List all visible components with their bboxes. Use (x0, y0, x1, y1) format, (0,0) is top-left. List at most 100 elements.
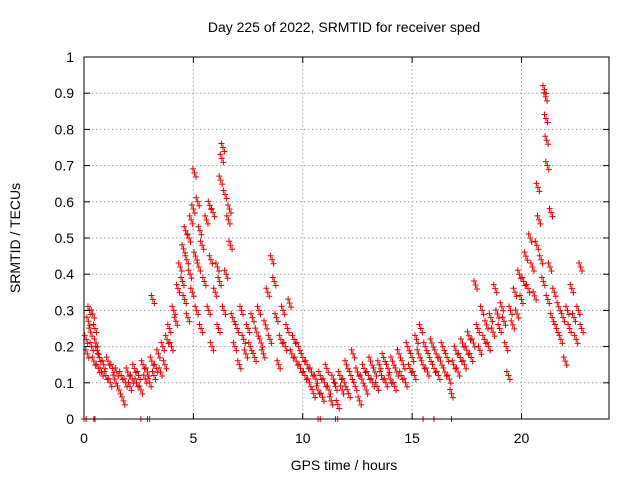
data-point (468, 354, 475, 361)
data-point (124, 368, 131, 375)
data-point (293, 339, 300, 346)
data-point (157, 368, 164, 375)
data-point (192, 173, 199, 180)
data-point (213, 293, 220, 300)
data-point (108, 383, 115, 390)
data-point (185, 267, 192, 274)
data-point (389, 358, 396, 365)
y-tick-label: 0 (66, 411, 74, 427)
data-point (298, 350, 305, 357)
data-point (87, 339, 94, 346)
data-point (339, 375, 346, 382)
data-point (341, 379, 348, 386)
data-point (326, 387, 332, 394)
data-point (310, 372, 316, 379)
data-point (192, 253, 199, 260)
data-point (496, 325, 503, 332)
data-point (453, 364, 460, 371)
data-point (536, 216, 542, 223)
data-point (103, 354, 110, 361)
data-point (328, 397, 335, 404)
data-point (204, 303, 211, 310)
data-point (236, 361, 243, 368)
data-point (320, 375, 327, 382)
data-point (549, 285, 556, 292)
data-point (250, 318, 257, 325)
data-point (537, 220, 544, 227)
data-point (511, 325, 518, 332)
data-point (522, 253, 529, 260)
data-point (188, 275, 195, 282)
data-point (93, 329, 100, 336)
data-point (151, 300, 158, 307)
data-point (467, 336, 474, 343)
data-point (133, 379, 140, 386)
data-point (481, 336, 488, 343)
data-point (418, 357, 425, 364)
data-point (189, 165, 196, 172)
data-point (139, 391, 146, 398)
data-point (92, 343, 99, 350)
data-point (503, 368, 510, 375)
data-point (243, 321, 250, 328)
data-point (521, 249, 528, 256)
data-point (216, 278, 223, 285)
data-point (90, 358, 97, 365)
data-point (344, 386, 351, 393)
data-point (205, 220, 211, 227)
data-point (101, 368, 108, 375)
data-point (353, 387, 360, 394)
data-point (380, 376, 386, 383)
data-point (558, 310, 565, 317)
data-point (247, 310, 254, 317)
data-point (192, 303, 199, 310)
data-point (95, 351, 102, 358)
data-point (414, 346, 421, 353)
data-point (276, 332, 283, 339)
data-point (215, 267, 222, 274)
data-point (218, 155, 225, 162)
data-point (171, 314, 178, 321)
data-point (186, 318, 193, 325)
x-axis-label: GPS time / hours (291, 457, 398, 473)
data-point (284, 325, 291, 332)
data-point (578, 325, 585, 332)
data-point (290, 354, 297, 361)
data-point (486, 310, 493, 317)
data-point (445, 358, 452, 365)
data-point (304, 375, 311, 382)
data-point (498, 329, 505, 336)
data-point (438, 339, 445, 346)
data-point (132, 375, 138, 382)
data-point (342, 383, 349, 390)
data-point (336, 372, 343, 379)
data-point (489, 318, 496, 325)
data-point (306, 379, 313, 386)
data-point (140, 372, 147, 379)
data-point (317, 390, 324, 397)
data-point (574, 340, 581, 347)
data-point (218, 140, 225, 147)
data-point (441, 347, 448, 354)
data-point (256, 307, 262, 314)
data-point (312, 376, 319, 383)
data-point (214, 321, 221, 328)
data-point (516, 271, 523, 278)
data-point (129, 361, 136, 368)
data-point (272, 310, 278, 317)
data-point (116, 387, 122, 394)
data-point (205, 198, 212, 205)
data-point (141, 365, 148, 372)
data-point (373, 372, 380, 379)
data-point (470, 339, 477, 346)
data-point (508, 317, 515, 324)
data-point (488, 325, 495, 332)
data-point (372, 379, 379, 386)
data-point (392, 364, 399, 371)
data-point (479, 307, 486, 314)
data-point (534, 212, 541, 219)
data-point (312, 394, 319, 401)
data-point (165, 340, 172, 347)
data-point (365, 372, 372, 379)
data-point (342, 357, 348, 364)
